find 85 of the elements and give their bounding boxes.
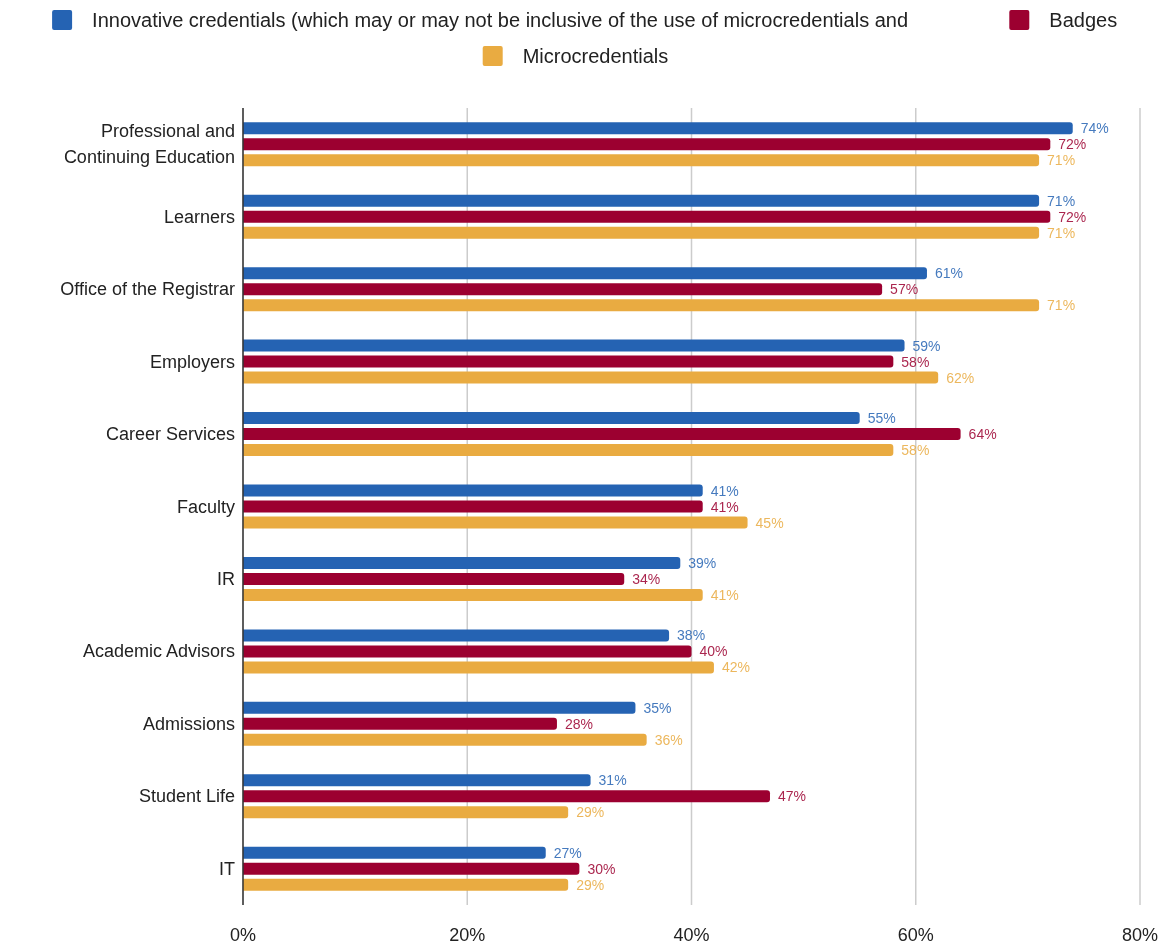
bar	[243, 226, 1040, 239]
bar	[243, 588, 703, 601]
data-label: 71%	[1047, 152, 1076, 169]
bar	[243, 733, 647, 746]
bar	[243, 194, 1040, 207]
data-label: 29%	[576, 876, 605, 893]
bar	[243, 283, 883, 296]
data-label: 71%	[1047, 224, 1076, 241]
y-tick-label: Career Services	[105, 424, 235, 445]
bar	[243, 412, 860, 425]
x-tick-label: 80%	[1121, 925, 1159, 945]
y-tick-label: Professional and Continuing Education	[63, 121, 235, 168]
data-label: 64%	[968, 426, 997, 443]
data-label: 34%	[632, 570, 661, 587]
legend-label: Microcredentials	[522, 45, 669, 67]
data-label: 71%	[1047, 297, 1076, 314]
data-label: 58%	[901, 442, 930, 459]
bar	[243, 701, 636, 714]
bar	[243, 878, 569, 891]
bar	[243, 645, 692, 658]
data-label: 47%	[777, 788, 807, 805]
bar	[243, 572, 625, 585]
bar	[243, 717, 557, 730]
bar	[243, 371, 939, 384]
data-label: 41%	[710, 482, 739, 499]
bar	[243, 210, 1051, 223]
data-label: 57%	[890, 281, 919, 298]
data-label: 29%	[576, 804, 605, 821]
x-tick-label: 40%	[673, 925, 710, 945]
y-tick-label: IT	[219, 858, 235, 879]
data-label: 28%	[564, 715, 593, 732]
data-label: 61%	[934, 265, 963, 282]
data-label: 39%	[688, 554, 717, 571]
y-tick-label: Learners	[163, 206, 235, 227]
bar	[243, 862, 580, 875]
bar	[243, 790, 770, 803]
data-label: 62%	[946, 369, 975, 386]
y-tick-label: IR	[217, 568, 235, 589]
bar	[243, 122, 1073, 135]
bar	[243, 661, 714, 674]
bar	[243, 154, 1040, 167]
data-label: 45%	[755, 514, 784, 531]
y-tick-label: Academic Advisors	[82, 641, 235, 662]
x-tick-label: 0%	[229, 925, 257, 945]
bar	[243, 556, 681, 569]
y-tick-label: Admissions	[142, 713, 235, 734]
data-label: 71%	[1047, 192, 1076, 209]
bar	[243, 355, 894, 368]
data-label: 30%	[587, 860, 616, 877]
data-label: 74%	[1080, 120, 1109, 137]
bar	[243, 339, 905, 352]
data-label: 38%	[677, 627, 706, 644]
bar	[243, 267, 927, 280]
x-tick-label: 20%	[449, 925, 486, 945]
bar	[243, 500, 703, 513]
y-tick-label: Faculty	[176, 496, 235, 517]
data-label: 72%	[1058, 136, 1087, 153]
bar	[243, 299, 1040, 312]
data-label: 35%	[643, 699, 672, 716]
data-label: 41%	[710, 498, 739, 515]
bar	[243, 629, 670, 642]
data-label: 72%	[1058, 208, 1087, 225]
bar	[243, 484, 703, 497]
legend-label: Innovative credentials (which may or may not be inclusive of the use of microcredentials and	[92, 9, 909, 31]
data-label: 31%	[598, 772, 627, 789]
data-label: 55%	[867, 410, 896, 427]
legend-label: Badges	[1049, 9, 1118, 31]
bar	[243, 138, 1051, 151]
x-tick-label: 60%	[897, 925, 934, 945]
bar	[243, 774, 591, 787]
data-label: 58%	[901, 353, 930, 370]
data-label: 41%	[710, 586, 739, 603]
bar	[243, 806, 569, 819]
data-label: 40%	[699, 643, 728, 660]
y-tick-label: Student Life	[138, 786, 235, 807]
bar	[243, 428, 961, 441]
bar	[243, 516, 748, 529]
bar	[243, 846, 546, 859]
y-tick-label: Office of the Registrar	[60, 279, 235, 300]
data-label: 36%	[654, 731, 683, 748]
y-tick-label: Employers	[149, 351, 235, 372]
bar	[243, 444, 894, 457]
data-label: 42%	[721, 659, 750, 676]
data-label: 59%	[912, 337, 941, 354]
data-label: 27%	[553, 844, 582, 861]
